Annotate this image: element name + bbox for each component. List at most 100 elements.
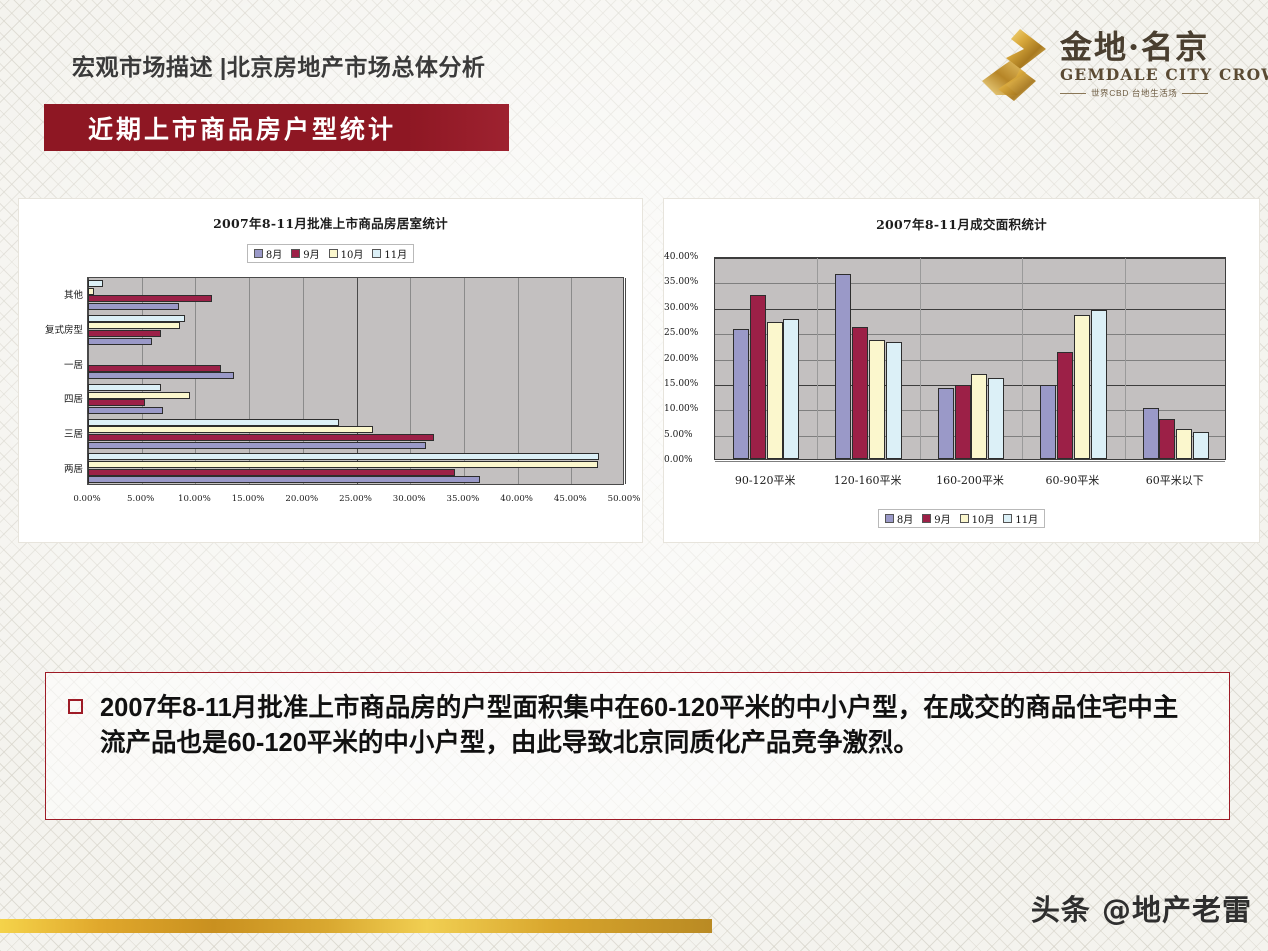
chart-left-category-label: 其他 (63, 290, 83, 302)
chart-right-gridline (715, 258, 1225, 259)
logo-rule-right (1182, 92, 1209, 94)
logo-tagline-row: 世界CBD 台地生活场 (1060, 87, 1268, 99)
chart-right-y-tick-label: 30.00% (664, 302, 699, 313)
chart-right-bar (1142, 407, 1159, 459)
chart-right-bar (852, 327, 869, 459)
chart-left-legend-item: 11月 (372, 246, 407, 261)
chart-right-legend-item: 10月 (959, 511, 995, 526)
chart-left-gridline (517, 278, 519, 484)
chart-left-bar (88, 295, 212, 303)
legend-label: 8月 (896, 515, 914, 526)
chart-right-bar (1176, 428, 1193, 459)
chart-left-bar (88, 330, 162, 337)
chart-right-bar (1193, 431, 1209, 459)
legend-swatch-icon (884, 514, 894, 523)
chart-left-plot-area (87, 277, 626, 485)
chart-left-bar (88, 364, 222, 372)
legend-label: 10月 (971, 515, 995, 526)
chart-left-bar (88, 322, 181, 330)
chart-left-gridline (356, 278, 358, 484)
chart-right-gridline (715, 359, 1225, 361)
chart-left-bar (88, 384, 162, 392)
chart-right-bar (1073, 315, 1090, 459)
legend-swatch-icon (959, 514, 969, 523)
chart-right-x-category-label: 60平米以下 (1145, 474, 1204, 487)
chart-right-y-tick-label: 10.00% (664, 404, 699, 415)
chart-right-bar (988, 377, 1005, 459)
chart-left-legend: 8月 9月 10月 11月 (246, 244, 415, 263)
chart-left-x-tick-label: 15.00% (231, 494, 265, 504)
chart-right-bar (1040, 384, 1057, 459)
chart-left-gridline (463, 278, 465, 484)
chart-right-bar (749, 294, 766, 459)
logo-text-block: 金地·名京 GEMDALE CITY CROWN 世界CBD 台地生活场 (1060, 30, 1268, 100)
chart-right-x-category-label: 60-90平米 (1045, 474, 1100, 487)
chart-left-bar (88, 280, 104, 288)
chart-left-bar (88, 287, 95, 295)
chart-left-bar (88, 302, 180, 310)
chart-left-legend-item: 10月 (328, 246, 364, 261)
brand-logo: 金地·名京 GEMDALE CITY CROWN 世界CBD 台地生活场 (976, 24, 1268, 106)
legend-label: 11月 (1015, 515, 1039, 526)
chart-left-x-tick-label: 50.00% (607, 494, 641, 504)
chart-right-bar (733, 329, 749, 459)
legend-label: 8月 (265, 250, 283, 261)
chart-left-legend-item: 9月 (291, 246, 320, 261)
footer-gold-bar (0, 919, 712, 933)
chart-left-x-tick-label: 45.00% (553, 494, 587, 504)
legend-label: 11月 (384, 250, 408, 261)
chart-left-x-tick-label: 0.00% (73, 494, 101, 504)
chart-left-x-tick-label: 35.00% (446, 494, 480, 504)
logo-english-name: GEMDALE CITY CROWN (1060, 65, 1268, 85)
legend-label: 10月 (340, 250, 364, 261)
chart-left-x-tick-label: 10.00% (178, 494, 211, 504)
summary-callout: 2007年8-11月批准上市商品房的户型面积集中在60-120平米的中小户型，在… (45, 672, 1230, 820)
legend-swatch-icon (328, 249, 338, 258)
chart-left-bar (88, 426, 373, 434)
legend-swatch-icon (1003, 514, 1013, 523)
summary-callout-text: 2007年8-11月批准上市商品房的户型面积集中在60-120平米的中小户型，在… (100, 694, 1179, 758)
section-title-banner: 近期上市商品房户型统计 (44, 104, 509, 151)
chart-right-category-separator (919, 258, 921, 459)
chart-right-plot-area (714, 257, 1226, 462)
legend-label: 9月 (934, 515, 951, 526)
chart-left-bar (88, 399, 145, 407)
chart-left-bar (88, 418, 340, 426)
chart-right-bar (885, 342, 902, 459)
chart-right-x-category-label: 120-160平米 (833, 474, 902, 487)
logo-chinese-name: 金地·名京 (1060, 30, 1268, 65)
chart-right-bar (869, 339, 885, 459)
chart-right-bar (835, 273, 852, 459)
chart-right-legend-item: 8月 (884, 511, 914, 526)
chart-left-bar (88, 337, 153, 345)
chart-left-x-tick-label: 5.00% (127, 494, 155, 504)
watermark-label: 头条 @地产老雷 (1030, 893, 1252, 927)
chart-right-y-tick-label: 25.00% (664, 328, 699, 339)
chart-right-legend: 8月 9月 10月 11月 (877, 509, 1046, 528)
chart-right-bar (766, 321, 783, 459)
chart-left-gridline (195, 278, 197, 484)
chart-right-x-category-label: 90-120平米 (734, 474, 796, 487)
chart-right-bar (954, 384, 971, 459)
chart-right-y-tick-label: 35.00% (664, 277, 699, 288)
chart-right-bar (937, 387, 954, 459)
chart-right-x-category-label: 160-200平米 (936, 474, 1004, 487)
chart-left-category-label: 一居 (63, 359, 83, 371)
chart-left-gridline (625, 278, 626, 484)
chart-left-bar (88, 372, 235, 380)
page-breadcrumb: 宏观市场描述 |北京房地产市场总体分析 (72, 54, 486, 80)
chart-right-title: 2007年8-11月成交面积统计 (876, 217, 1047, 232)
chart-left-category-label: 复式房型 (44, 325, 83, 336)
legend-label: 9月 (303, 250, 320, 261)
chart-left-bar (88, 314, 185, 322)
chart-left-gridline (141, 278, 143, 484)
chart-left-bar (88, 453, 600, 461)
chart-left-bar (88, 441, 427, 449)
chart-left-category-label: 四居 (63, 394, 83, 406)
square-bullet-icon (68, 699, 83, 714)
chart-card-transaction-area: 2007年8-11月成交面积统计 0.00% 5.00% 10.00% 15.00% 2… (663, 198, 1260, 543)
chart-left-gridline (302, 278, 304, 484)
chart-right-bar (783, 318, 800, 459)
chart-left-bar (88, 434, 434, 441)
chart-right-plot-wrapper: 0.00% 5.00% 10.00% 15.00% 20.00% 25.00% 30.00%… (664, 199, 1259, 542)
